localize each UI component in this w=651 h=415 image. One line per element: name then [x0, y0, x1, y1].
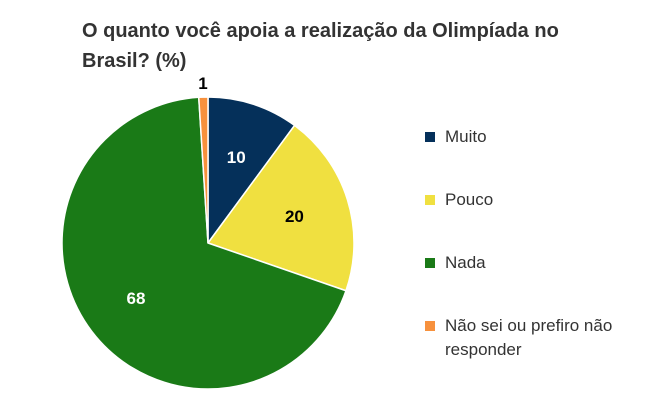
pie-slice-1	[206, 124, 355, 292]
pie-slice-2	[61, 96, 347, 390]
data-label-0: 10	[227, 148, 246, 167]
chart-title: O quanto você apoia a realização da Olim…	[82, 20, 559, 72]
data-label-2: 68	[127, 289, 146, 308]
legend-swatch	[425, 195, 435, 205]
data-label-1: 20	[285, 207, 304, 226]
legend-swatch	[425, 132, 435, 142]
legend-label: Nada	[445, 253, 486, 272]
data-label-3: 1	[198, 74, 207, 93]
legend-swatch	[425, 258, 435, 268]
legend-label: Muito	[445, 127, 487, 146]
legend-label: Pouco	[445, 190, 494, 209]
legend-swatch	[425, 321, 435, 331]
pie-slice-3	[197, 96, 209, 244]
legend-label: Não sei ou prefiro não responder	[445, 316, 613, 359]
pie-slice-0	[207, 96, 296, 246]
